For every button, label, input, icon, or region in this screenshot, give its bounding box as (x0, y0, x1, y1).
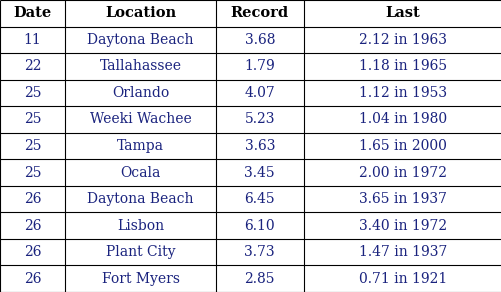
Text: Plant City: Plant City (106, 245, 175, 259)
Text: 1.65 in 2000: 1.65 in 2000 (358, 139, 446, 153)
Text: 2.85: 2.85 (244, 272, 275, 286)
Text: 5.23: 5.23 (244, 112, 275, 126)
Text: Location: Location (105, 6, 176, 20)
Text: Record: Record (230, 6, 288, 20)
Text: 6.45: 6.45 (244, 192, 275, 206)
Text: 4.07: 4.07 (244, 86, 275, 100)
Text: Daytona Beach: Daytona Beach (87, 33, 193, 47)
Text: 22: 22 (24, 59, 41, 73)
Text: 25: 25 (24, 86, 41, 100)
Text: 3.40 in 1972: 3.40 in 1972 (358, 219, 446, 233)
Text: Tampa: Tampa (117, 139, 164, 153)
Text: 1.04 in 1980: 1.04 in 1980 (358, 112, 446, 126)
Text: 25: 25 (24, 166, 41, 180)
Text: 26: 26 (24, 219, 41, 233)
Text: 6.10: 6.10 (244, 219, 275, 233)
Text: 1.18 in 1965: 1.18 in 1965 (358, 59, 446, 73)
Text: 3.63: 3.63 (244, 139, 275, 153)
Text: 2.12 in 1963: 2.12 in 1963 (358, 33, 446, 47)
Text: 3.65 in 1937: 3.65 in 1937 (358, 192, 446, 206)
Text: Lisbon: Lisbon (117, 219, 164, 233)
Text: 1.47 in 1937: 1.47 in 1937 (358, 245, 446, 259)
Text: 25: 25 (24, 112, 41, 126)
Text: 0.71 in 1921: 0.71 in 1921 (358, 272, 446, 286)
Text: 26: 26 (24, 245, 41, 259)
Text: 3.68: 3.68 (244, 33, 275, 47)
Text: 11: 11 (24, 33, 42, 47)
Text: 1.79: 1.79 (244, 59, 275, 73)
Text: Fort Myers: Fort Myers (101, 272, 179, 286)
Text: 1.12 in 1953: 1.12 in 1953 (358, 86, 446, 100)
Text: Last: Last (385, 6, 419, 20)
Text: 26: 26 (24, 272, 41, 286)
Text: 3.73: 3.73 (244, 245, 275, 259)
Text: Ocala: Ocala (120, 166, 160, 180)
Text: Date: Date (14, 6, 52, 20)
Text: 3.45: 3.45 (244, 166, 275, 180)
Text: Daytona Beach: Daytona Beach (87, 192, 193, 206)
Text: 25: 25 (24, 139, 41, 153)
Text: Tallahassee: Tallahassee (99, 59, 181, 73)
Text: Weeki Wachee: Weeki Wachee (90, 112, 191, 126)
Text: 26: 26 (24, 192, 41, 206)
Text: Orlando: Orlando (112, 86, 169, 100)
Text: 2.00 in 1972: 2.00 in 1972 (358, 166, 446, 180)
